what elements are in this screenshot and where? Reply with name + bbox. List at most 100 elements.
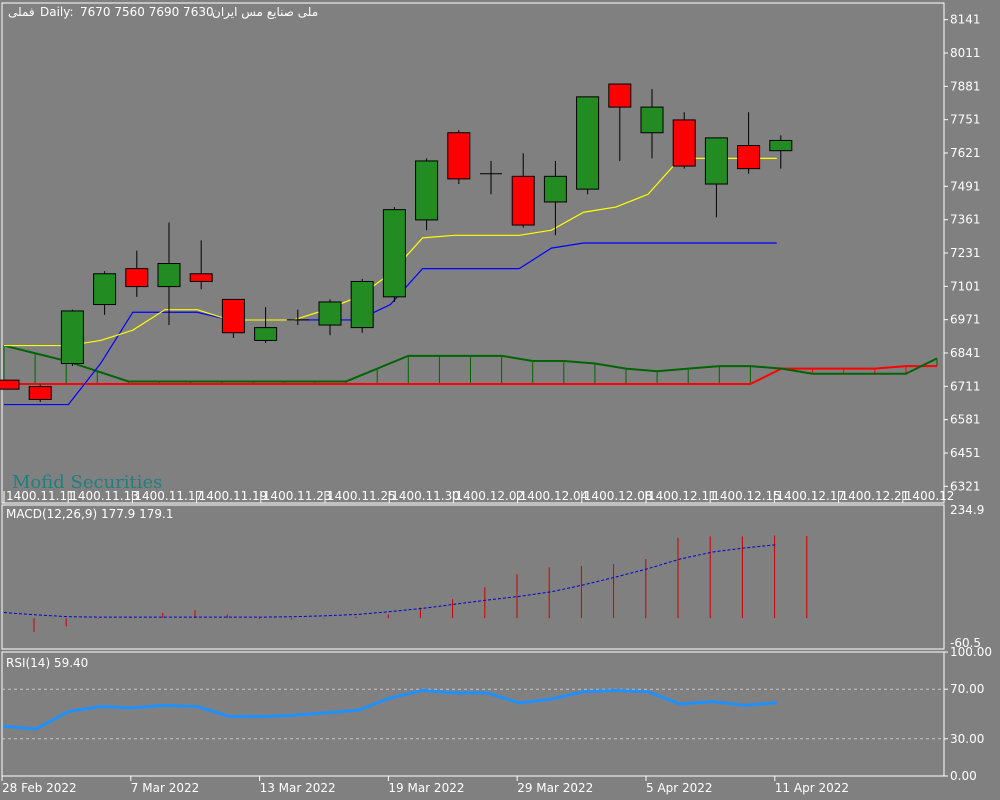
candle[interactable] xyxy=(318,299,342,336)
candle[interactable] xyxy=(60,309,84,367)
upper-date-label: 1400.11.23 xyxy=(263,489,332,503)
x-date-label: 28 Feb 2022 xyxy=(2,781,77,795)
x-date-label: 5 Apr 2022 xyxy=(646,781,713,795)
candle-body xyxy=(447,132,471,180)
candle-body xyxy=(543,175,567,203)
candle[interactable] xyxy=(608,83,632,161)
candle[interactable] xyxy=(254,307,278,343)
upper-date-label: 1400.12.17 xyxy=(776,489,845,503)
candle[interactable] xyxy=(382,207,406,302)
upper-date-label: 1400.12 xyxy=(905,489,955,503)
candle[interactable] xyxy=(576,96,600,195)
candle[interactable] xyxy=(157,222,181,326)
x-date-label: 13 Mar 2022 xyxy=(260,781,336,795)
upper-date-label: 1400.12.15 xyxy=(712,489,781,503)
price-tick-label: 7101 xyxy=(950,279,981,293)
upper-date-label: 1400.12.08 xyxy=(584,489,653,503)
candle[interactable] xyxy=(511,153,535,228)
price-tick-label: 7231 xyxy=(950,246,981,260)
price-tick-label: 6451 xyxy=(950,446,981,460)
upper-date-label: 1400.12.04 xyxy=(520,489,589,503)
candle-body xyxy=(350,280,374,329)
upper-date-label: 1400.12.11 xyxy=(648,489,717,503)
header-symbol: فملی xyxy=(8,5,35,19)
candle-body xyxy=(60,310,84,365)
candle[interactable] xyxy=(93,271,117,315)
candle-body xyxy=(511,175,535,226)
candle-body xyxy=(189,273,213,282)
macd-panel-frame[interactable] xyxy=(1,504,945,650)
rsi-tick-label: 0.00 xyxy=(950,769,977,783)
price-tick-label: 6581 xyxy=(950,413,981,427)
price-tick-label: 7491 xyxy=(950,179,981,193)
upper-date-label: 1400.12.02 xyxy=(455,489,524,503)
candle[interactable] xyxy=(769,135,793,169)
slow-ma-line xyxy=(4,242,777,406)
rsi-panel-frame[interactable] xyxy=(1,651,945,777)
candle[interactable] xyxy=(350,278,374,333)
rsi-line xyxy=(3,688,777,731)
candle-body xyxy=(640,106,664,134)
candle[interactable] xyxy=(125,250,149,297)
candle[interactable] xyxy=(415,158,439,231)
candle[interactable] xyxy=(480,160,502,195)
header-company: ملی صنایع مس ایران xyxy=(212,5,318,20)
price-tick-label: 8011 xyxy=(950,46,981,60)
price-panel-frame[interactable] xyxy=(1,2,945,504)
upper-date-label: 1400.11.19 xyxy=(199,489,268,503)
x-date-label: 19 Mar 2022 xyxy=(388,781,464,795)
price-tick-label: 7881 xyxy=(950,79,981,93)
price-tick-label: 6711 xyxy=(950,379,981,393)
upper-date-label: 1400.11.17 xyxy=(134,489,203,503)
macd-tick-label: -60.5 xyxy=(950,636,981,650)
candle[interactable] xyxy=(672,112,696,169)
header-ohlc: 7670 7560 7690 7630 xyxy=(80,5,214,19)
cloud-upper-line xyxy=(3,344,938,383)
watermark: Mofid Securities xyxy=(12,472,162,493)
price-tick-label: 6971 xyxy=(950,313,981,327)
candle-body xyxy=(157,263,181,288)
candle[interactable] xyxy=(0,379,20,390)
macd-title: MACD(12,26,9) 177.9 179.1 xyxy=(6,507,173,521)
candle-body xyxy=(769,139,793,152)
candle[interactable] xyxy=(640,89,664,159)
candles-group[interactable] xyxy=(0,83,793,402)
rsi-tick-label: 100.00 xyxy=(950,645,992,659)
candle-body xyxy=(93,273,117,306)
candle[interactable] xyxy=(286,309,309,326)
upper-date-label: 1400.12.21 xyxy=(841,489,910,503)
candle-body xyxy=(254,327,278,341)
candle[interactable] xyxy=(189,240,213,290)
candle[interactable] xyxy=(447,130,471,185)
upper-date-label: 1400.11.30 xyxy=(391,489,460,503)
candle[interactable] xyxy=(543,160,567,236)
candle-body xyxy=(318,301,342,326)
upper-date-label: 1400.11.11 xyxy=(6,489,75,503)
candle-body xyxy=(28,386,52,400)
macd-signal-line xyxy=(3,544,777,618)
price-tick-label: 8141 xyxy=(950,13,981,27)
price-tick-label: 6841 xyxy=(950,346,981,360)
price-tick-label: 7361 xyxy=(950,213,981,227)
macd-group xyxy=(3,535,808,632)
candle[interactable] xyxy=(221,298,245,338)
upper-date-label: 1400.11.13 xyxy=(70,489,139,503)
candle[interactable] xyxy=(737,112,761,174)
candle-body xyxy=(125,268,149,288)
header-timeframe: Daily: xyxy=(40,5,74,19)
x-date-label: 11 Apr 2022 xyxy=(775,781,849,795)
candle[interactable] xyxy=(28,384,52,402)
rsi-group xyxy=(2,688,944,740)
candle-body xyxy=(415,160,439,221)
rsi-title: RSI(14) 59.40 xyxy=(6,656,88,670)
price-tick-label: 7621 xyxy=(950,146,981,160)
x-date-label: 7 Mar 2022 xyxy=(131,781,199,795)
upper-date-label: 1400.11.25 xyxy=(327,489,396,503)
candle-body xyxy=(704,137,728,185)
candle-body xyxy=(672,119,696,167)
candle-body xyxy=(382,209,406,298)
price-tick-label: 6321 xyxy=(950,479,981,493)
axes-group: 8141 8011 7881 7751 7621 7491 7361 7231 7101 6971… xyxy=(1,13,992,795)
candle[interactable] xyxy=(704,137,728,218)
